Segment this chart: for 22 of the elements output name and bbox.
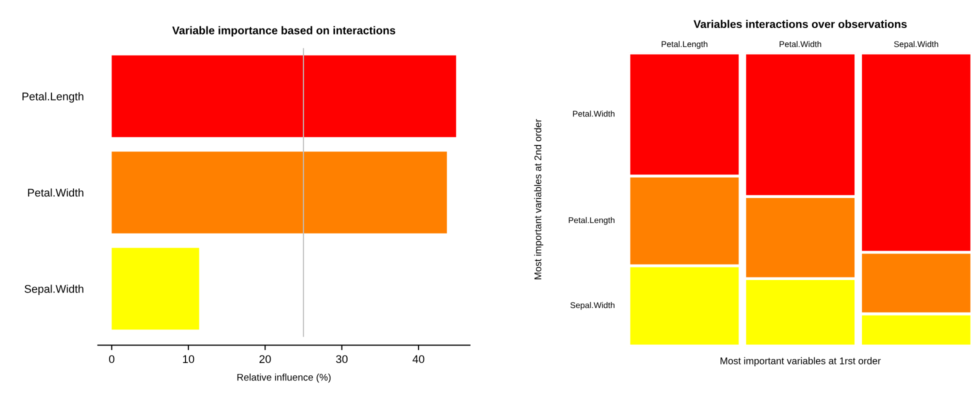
series-label: Sepal.Width — [570, 302, 614, 310]
series-label: Petal.Width — [573, 110, 614, 117]
y-axis-title: Most important variables at 2nd order — [534, 119, 544, 280]
x-tick-label: 30 — [336, 355, 348, 364]
x-tick-label: 0 — [109, 355, 114, 364]
x-tick-label: 20 — [259, 355, 271, 364]
x-tick-label: Petal.Width — [780, 40, 822, 48]
bar — [112, 248, 200, 330]
chart-title: Variable importance based on interactions — [172, 26, 396, 37]
x-axis-title: Relative influence (%) — [237, 374, 331, 383]
x-tick-label: Petal.Length — [662, 40, 708, 49]
y-tick-label: Petal.Width — [28, 188, 84, 197]
bar — [112, 152, 447, 234]
bar — [112, 55, 456, 138]
x-tick-label: Sepal.Width — [894, 40, 938, 49]
y-tick-label: Petal.Length — [22, 92, 84, 103]
y-tick-label: Sepal.Width — [24, 284, 84, 296]
x-tick-label: 40 — [412, 355, 424, 364]
series-label: Petal.Length — [568, 217, 614, 225]
x-axis-title: Most important variables at 1rst order — [720, 357, 881, 366]
x-tick-label: 10 — [183, 355, 194, 364]
chart-title: Variables interactions over observations — [694, 20, 907, 28]
